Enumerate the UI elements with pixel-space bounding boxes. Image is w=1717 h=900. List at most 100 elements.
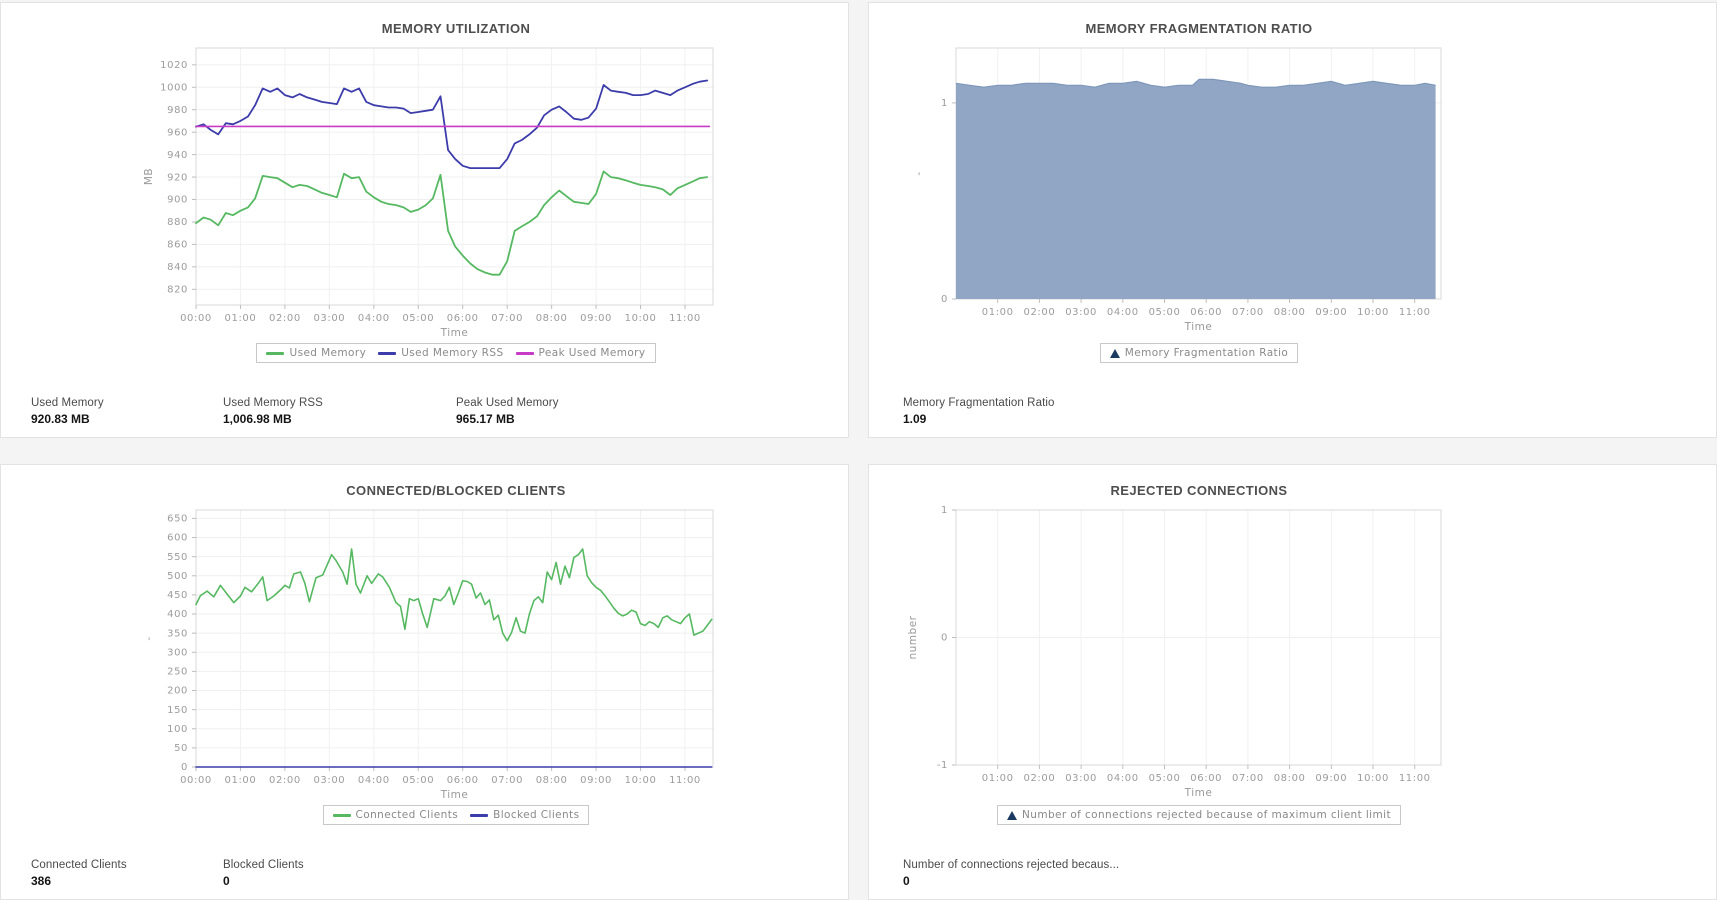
chart-title-rejected-connections: REJECTED CONNECTIONS: [1110, 483, 1288, 498]
svg-text:10:00: 10:00: [625, 313, 657, 324]
chart-title-memory-utilization: MEMORY UTILIZATION: [381, 21, 531, 36]
svg-text:250: 250: [167, 667, 188, 678]
stat-label: Used Memory RSS: [223, 397, 323, 409]
svg-text:860: 860: [167, 240, 188, 251]
svg-text:07:00: 07:00: [491, 313, 523, 324]
legend-item-used-memory-rss[interactable]: Used Memory RSS: [378, 347, 503, 359]
legend-label: Blocked Clients: [493, 809, 580, 821]
svg-text:05:00: 05:00: [402, 313, 434, 324]
svg-text:0: 0: [181, 762, 188, 773]
legend-rejected-connections: Number of connections rejected because o…: [909, 805, 1489, 825]
svg-text:650: 650: [167, 514, 188, 525]
legend-item-peak-used-memory[interactable]: Peak Used Memory: [515, 347, 646, 359]
svg-text:03:00: 03:00: [1065, 773, 1097, 784]
svg-text:1: 1: [941, 505, 948, 516]
connected-clients-line-swatch-icon: [332, 813, 351, 817]
legend-memory-utilization: Used Memory Used Memory RSS Peak Used Me…: [141, 343, 771, 363]
panel-rejected-connections: REJECTED CONNECTIONS -1 0 1 01:00 02:00 03:00…: [868, 464, 1717, 900]
svg-text:01:00: 01:00: [225, 775, 257, 786]
svg-text:05:00: 05:00: [1149, 307, 1181, 318]
legend-item-used-memory[interactable]: Used Memory: [266, 347, 366, 359]
svg-text:Time: Time: [440, 789, 469, 801]
stat-value: 1.09: [903, 412, 927, 426]
svg-text:880: 880: [167, 217, 188, 228]
svg-text:10:00: 10:00: [625, 775, 657, 786]
stat-value: 386: [31, 874, 52, 888]
svg-text:11:00: 11:00: [669, 313, 701, 324]
svg-text:08:00: 08:00: [1274, 307, 1306, 318]
svg-text:08:00: 08:00: [536, 775, 568, 786]
svg-text:1020: 1020: [160, 60, 188, 71]
legend-item-rejected-connections[interactable]: Number of connections rejected because o…: [1007, 809, 1391, 821]
svg-text:11:00: 11:00: [1399, 773, 1431, 784]
svg-text:01:00: 01:00: [225, 313, 257, 324]
svg-text:MB: MB: [143, 168, 155, 185]
svg-text:06:00: 06:00: [447, 313, 479, 324]
svg-text:08:00: 08:00: [1274, 773, 1306, 784]
svg-text:50: 50: [174, 743, 188, 754]
chart-title-memory-fragmentation-ratio: MEMORY FRAGMENTATION RATIO: [1085, 21, 1313, 36]
svg-text:number: number: [907, 615, 919, 659]
svg-text:450: 450: [167, 590, 188, 601]
svg-text:11:00: 11:00: [669, 775, 701, 786]
svg-text:05:00: 05:00: [1149, 773, 1181, 784]
blocked-clients-line-swatch-icon: [470, 813, 489, 817]
svg-text:980: 980: [167, 105, 188, 116]
svg-text:09:00: 09:00: [580, 775, 612, 786]
svg-text:01:00: 01:00: [982, 773, 1014, 784]
svg-text:07:00: 07:00: [491, 775, 523, 786]
svg-text:02:00: 02:00: [1023, 773, 1055, 784]
svg-text:06:00: 06:00: [447, 775, 479, 786]
svg-text:06:00: 06:00: [1190, 773, 1222, 784]
legend-label: Connected Clients: [355, 809, 459, 821]
chart-title-connected-blocked-clients: CONNECTED/BLOCKED CLIENTS: [346, 483, 566, 498]
area-series-swatch-icon: [1007, 810, 1018, 820]
stat-label: Connected Clients: [31, 859, 127, 871]
svg-text:10:00: 10:00: [1357, 773, 1389, 784]
svg-text:350: 350: [167, 628, 188, 639]
used-memory-line-swatch-icon: [266, 351, 285, 355]
svg-text:600: 600: [167, 533, 188, 544]
legend-label: Used Memory: [289, 347, 367, 359]
stat-label: Peak Used Memory: [456, 397, 559, 409]
stat-used-memory: Used Memory 920.83 MB: [31, 397, 104, 426]
legend-memory-fragmentation-ratio: Memory Fragmentation Ratio: [909, 343, 1489, 363]
panel-memory-utilization: MEMORY UTILIZATION 820 840 860 880 900 920 940…: [0, 2, 849, 438]
legend-item-blocked-clients[interactable]: Blocked Clients: [470, 809, 579, 821]
svg-text:1: 1: [941, 98, 948, 109]
svg-text:03:00: 03:00: [1065, 307, 1097, 318]
svg-text:Time: Time: [1184, 787, 1213, 799]
used-memory-rss-line-swatch-icon: [378, 351, 397, 355]
svg-text:08:00: 08:00: [536, 313, 568, 324]
stats-connected-blocked-clients: Connected Clients 386 Blocked Clients 0: [1, 859, 848, 899]
svg-text:150: 150: [167, 705, 188, 716]
svg-text:04:00: 04:00: [358, 775, 390, 786]
stat-rejected-connections: Number of connections rejected becaus...…: [903, 859, 1119, 888]
legend-label: Memory Fragmentation Ratio: [1124, 347, 1289, 359]
svg-text:-: -: [143, 636, 155, 640]
svg-text:550: 550: [167, 552, 188, 563]
svg-text:06:00: 06:00: [1190, 307, 1222, 318]
svg-text:1000: 1000: [160, 82, 188, 93]
legend-box: Connected Clients Blocked Clients: [322, 805, 590, 825]
svg-text:900: 900: [167, 195, 188, 206]
svg-text:01:00: 01:00: [982, 307, 1014, 318]
stat-peak-used-memory: Peak Used Memory 965.17 MB: [456, 397, 559, 426]
svg-text:10:00: 10:00: [1357, 307, 1389, 318]
area-series-swatch-icon: [1109, 348, 1120, 358]
stat-blocked-clients: Blocked Clients 0: [223, 859, 304, 888]
svg-text:02:00: 02:00: [269, 313, 301, 324]
svg-text:920: 920: [167, 172, 188, 183]
svg-text:00:00: 00:00: [180, 313, 212, 324]
svg-text:500: 500: [167, 571, 188, 582]
svg-text:04:00: 04:00: [1107, 307, 1139, 318]
stat-value: 965.17 MB: [456, 412, 515, 426]
svg-text:02:00: 02:00: [1023, 307, 1055, 318]
legend-item-connected-clients[interactable]: Connected Clients: [332, 809, 459, 821]
legend-box: Used Memory Used Memory RSS Peak Used Me…: [256, 343, 656, 363]
legend-label: Peak Used Memory: [538, 347, 646, 359]
svg-text:0: 0: [941, 294, 948, 305]
legend-item-memory-fragmentation-ratio[interactable]: Memory Fragmentation Ratio: [1109, 347, 1289, 359]
svg-text:02:00: 02:00: [269, 775, 301, 786]
svg-text:840: 840: [167, 262, 188, 273]
